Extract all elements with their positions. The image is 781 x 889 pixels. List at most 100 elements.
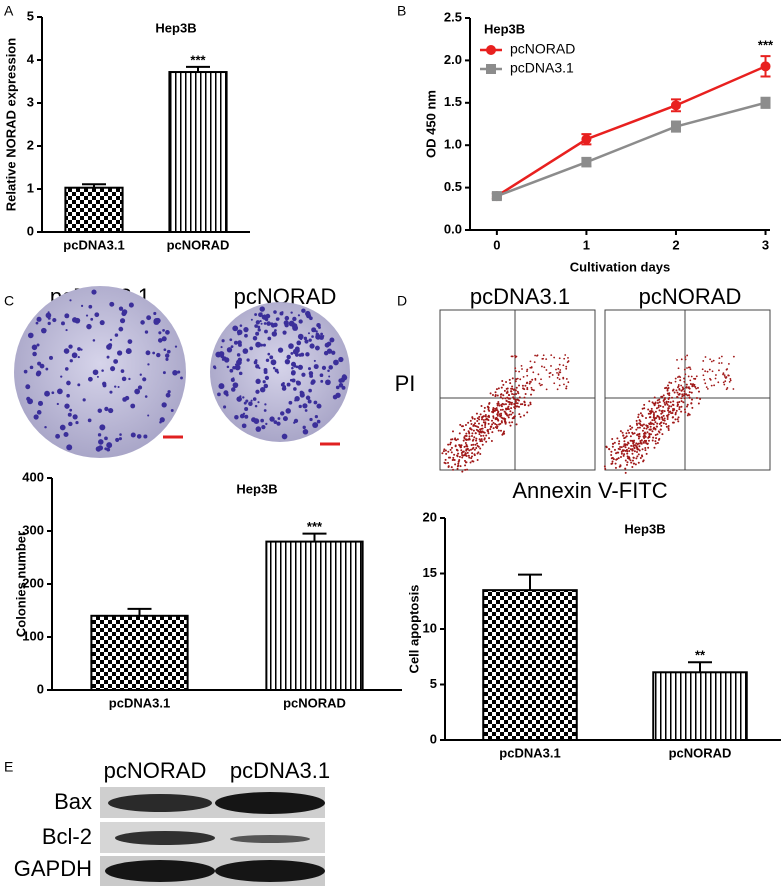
flow-event — [461, 470, 464, 473]
flow-event — [562, 364, 565, 367]
flow-event — [641, 424, 644, 427]
flow-event — [624, 459, 627, 462]
colony-dot — [308, 388, 312, 393]
flow-event — [637, 437, 640, 440]
y-tick-label: 2 — [27, 137, 34, 152]
colony-dot — [238, 343, 242, 347]
colony-dot — [304, 339, 309, 344]
flow-event — [511, 411, 514, 414]
flow-event — [701, 368, 704, 371]
flow-event — [469, 419, 472, 422]
colony-dot — [66, 380, 71, 386]
flow-event — [720, 355, 723, 358]
flow-event — [690, 375, 693, 378]
colony-dot — [94, 312, 100, 318]
flow-event — [638, 426, 641, 429]
flow-event — [488, 437, 491, 440]
colony-dot — [220, 346, 223, 349]
flow-event — [472, 438, 475, 441]
flow-event — [667, 425, 670, 428]
colony-dot — [295, 380, 300, 385]
colony-dot — [329, 337, 335, 343]
colony-dot — [161, 336, 167, 342]
flow-event — [645, 417, 648, 420]
flow-event — [499, 415, 502, 418]
flow-event — [447, 461, 450, 464]
flow-event — [508, 394, 511, 397]
flow-event — [487, 432, 490, 435]
flow-event — [490, 425, 493, 428]
flow-event — [611, 438, 614, 441]
flow-event — [636, 443, 639, 446]
colony-dot — [39, 363, 45, 369]
colony-dot — [127, 339, 133, 344]
colony-dot — [264, 329, 268, 334]
x-tick-label: pcDNA3.1 — [63, 237, 124, 252]
colony-dot — [255, 364, 260, 369]
flow-event — [523, 388, 526, 391]
flow-event — [556, 376, 559, 379]
flow-event — [521, 384, 524, 387]
flow-event — [514, 370, 517, 373]
flow-event — [499, 393, 502, 396]
flow-event — [541, 357, 544, 360]
flow-event — [545, 369, 548, 371]
colony-dot — [288, 400, 293, 405]
flow-event — [558, 363, 561, 366]
flow-event — [732, 355, 735, 358]
blot-band — [215, 860, 325, 882]
flow-event — [471, 452, 474, 455]
colony-dot — [92, 339, 96, 342]
colony-dot — [297, 364, 303, 370]
colony-dot — [153, 318, 160, 325]
flow-event — [499, 396, 502, 399]
colony-dot — [44, 390, 50, 397]
flow-event — [649, 410, 652, 413]
flow-event — [690, 402, 693, 405]
flow-event — [509, 410, 512, 413]
flow-event — [658, 423, 661, 426]
flow-event — [516, 377, 519, 380]
flow-event — [695, 375, 698, 378]
flow-event — [477, 445, 480, 448]
flow-event — [474, 432, 477, 435]
flow-event — [651, 401, 654, 404]
colony-dot — [302, 403, 308, 409]
colony-dot — [69, 299, 72, 302]
x-axis-label: Cultivation days — [570, 259, 670, 274]
flow-event — [464, 441, 467, 444]
flow-event — [480, 418, 483, 421]
flow-event — [670, 405, 673, 408]
colony-dot — [225, 393, 229, 397]
colony-dot — [262, 380, 266, 384]
colony-dot — [36, 410, 42, 415]
flow-event — [527, 404, 530, 407]
flow-event — [726, 387, 729, 389]
error-bar — [127, 607, 152, 616]
colony-dot — [331, 350, 336, 355]
flow-event — [485, 440, 488, 443]
flow-event — [624, 446, 627, 449]
flow-event — [638, 435, 641, 438]
bar — [265, 540, 364, 691]
flow-event — [635, 419, 638, 422]
flow-event — [480, 405, 483, 408]
flow-event — [515, 402, 518, 405]
x-tick-label: 2 — [672, 237, 679, 252]
x-tick-label: pcDNA3.1 — [109, 695, 170, 710]
colony-dot — [327, 369, 330, 372]
flow-event — [647, 436, 650, 439]
colony-dot — [145, 350, 151, 356]
flow-event — [631, 459, 634, 462]
colony-dot — [285, 408, 291, 414]
flow-event — [681, 386, 684, 389]
flow-event — [494, 391, 497, 394]
flow-event — [718, 369, 720, 372]
flow-event — [447, 450, 450, 453]
flow-event — [510, 403, 513, 406]
flow-event — [686, 403, 689, 406]
flow-event — [667, 400, 670, 403]
flow-event — [620, 450, 623, 453]
colony-dot — [31, 344, 38, 351]
colony-dot — [72, 414, 78, 420]
